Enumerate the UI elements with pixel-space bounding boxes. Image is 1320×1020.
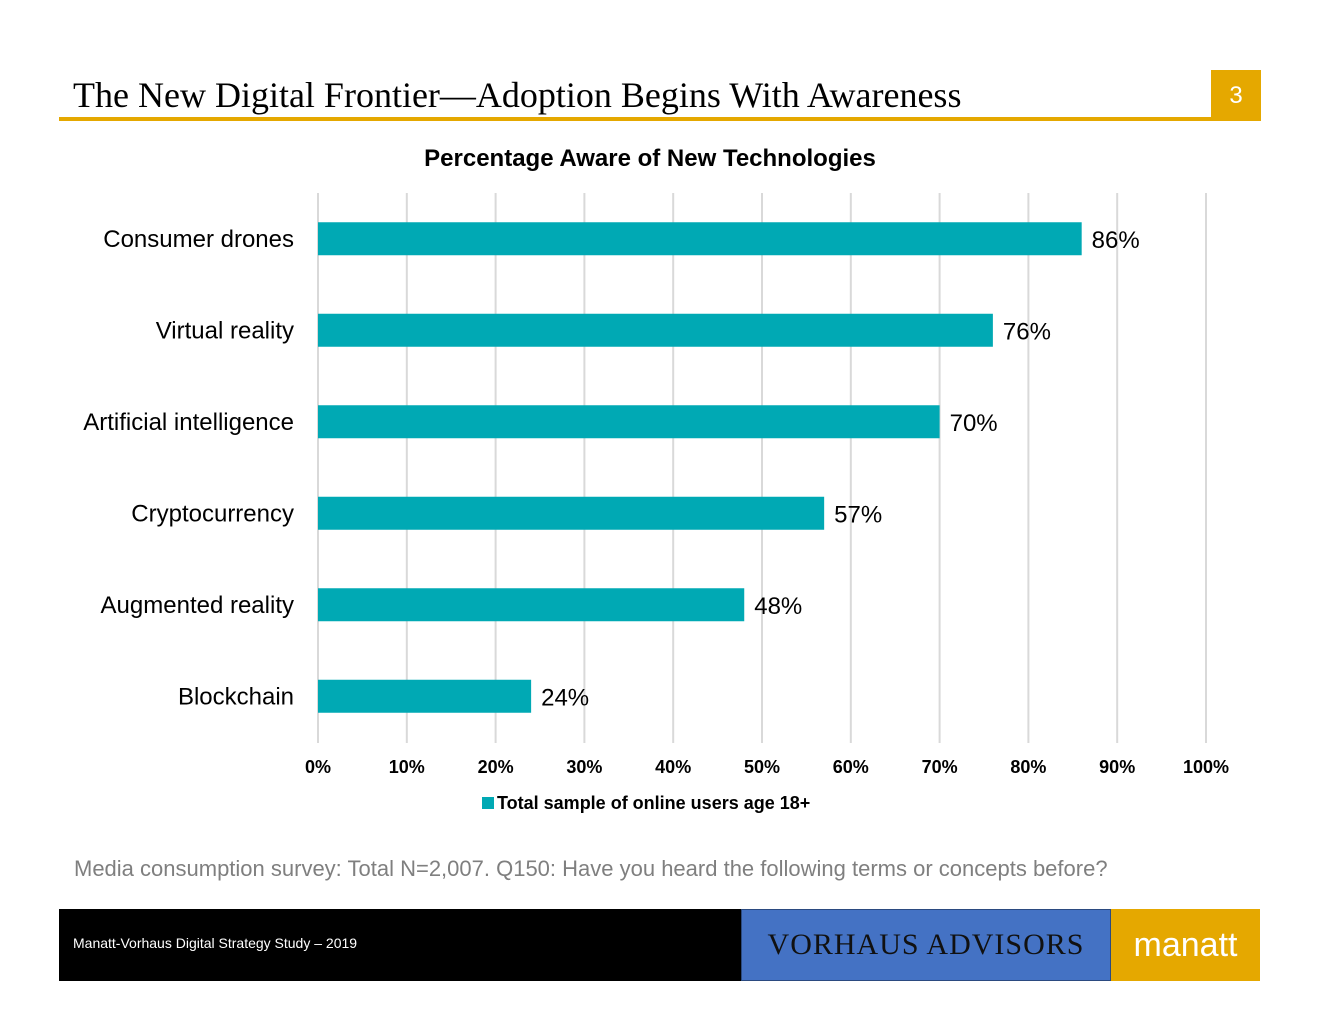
bar [318,405,940,439]
data-label: 57% [834,501,882,528]
bar [318,496,825,530]
x-tick-label: 100% [1183,757,1229,777]
x-tick-label: 90% [1099,757,1135,777]
x-tick-label: 30% [566,757,602,777]
legend-label: Total sample of online users age 18+ [497,793,810,813]
x-tick-label: 80% [1010,757,1046,777]
data-label: 70% [950,410,998,437]
bar [318,313,993,347]
x-tick-label: 40% [655,757,691,777]
x-tick-label: 70% [922,757,958,777]
bar [318,222,1082,256]
data-label: 24% [541,684,589,711]
study-label: Manatt-Vorhaus Digital Strategy Study – … [73,935,358,951]
data-label: 86% [1092,227,1140,254]
legend-swatch [482,797,494,809]
page-number-badge: 3 [1211,70,1261,121]
category-label: Artificial intelligence [83,409,294,436]
category-label: Blockchain [178,683,294,710]
vorhaus-advisors-logo: VORHAUS ADVISORS [741,909,1111,981]
footer-bar: Manatt-Vorhaus Digital Strategy Study – … [59,909,741,981]
category-label: Cryptocurrency [131,500,294,527]
bar [318,588,745,622]
chart-title: Percentage Aware of New Technologies [424,145,876,172]
x-tick-label: 0% [305,757,331,777]
data-label: 48% [754,593,802,620]
manatt-logo: manatt [1111,909,1260,981]
survey-footnote: Media consumption survey: Total N=2,007.… [74,856,1108,881]
title-divider [59,117,1211,121]
x-tick-label: 10% [389,757,425,777]
bar [318,679,532,713]
data-label: 76% [1003,318,1051,345]
awareness-bar-chart: Percentage Aware of New Technologies 0% 10… [83,145,1229,813]
x-tick-label: 50% [744,757,780,777]
category-label: Virtual reality [156,317,294,344]
category-label: Consumer drones [103,226,294,253]
x-tick-label: 20% [478,757,514,777]
x-tick-label: 60% [833,757,869,777]
category-label: Augmented reality [101,592,294,619]
slide-title: The New Digital Frontier—Adoption Begins… [73,75,962,115]
